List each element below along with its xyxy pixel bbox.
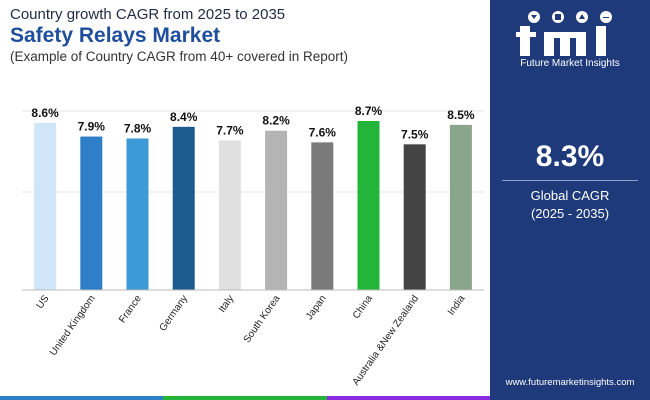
kpi-divider <box>502 180 638 181</box>
bar-india <box>449 124 472 290</box>
chart-subtitle-top: Country growth CAGR from 2025 to 2035 <box>10 6 286 23</box>
x-tick-label: France <box>117 293 144 325</box>
x-tick-label: Germany <box>158 293 191 333</box>
x-tick-label: South Korea <box>242 293 283 345</box>
bar-italy <box>218 140 241 290</box>
data-label: 7.5% <box>401 127 429 141</box>
strip-segment-green <box>163 396 327 400</box>
data-label: 8.6% <box>31 106 59 120</box>
x-tick-label: United Kingdom <box>48 293 98 358</box>
data-label: 7.8% <box>124 121 152 135</box>
bar-south-korea <box>265 130 288 290</box>
data-label: 7.6% <box>309 125 337 139</box>
logo-caption: Future Market Insights <box>520 58 620 69</box>
x-tick-label: Japan <box>304 293 329 322</box>
data-label: 8.4% <box>170 110 198 124</box>
website-url[interactable]: www.futuremarketinsights.com <box>505 377 635 388</box>
x-tick-label: US <box>35 293 52 311</box>
bar-chart: 8.6% US 7.9% United Kingdom 7.8% France 8.4% Ge… <box>22 104 484 388</box>
bar-china <box>357 121 380 290</box>
data-label: 7.9% <box>78 120 106 134</box>
data-label: 7.7% <box>216 123 244 137</box>
chart-title: Safety Relays Market <box>10 24 221 47</box>
data-label: 8.7% <box>355 104 383 118</box>
bar-us <box>34 122 57 290</box>
global-cagr-period: (2025 - 2035) <box>530 206 610 221</box>
header: Country growth CAGR from 2025 to 2035 Sa… <box>10 6 490 66</box>
bar-united-kingdom <box>80 136 103 290</box>
bottom-color-strip <box>0 396 490 400</box>
strip-segment-blue <box>0 396 164 400</box>
bar-france <box>126 138 149 290</box>
global-cagr-label: Global CAGR <box>530 188 610 203</box>
x-tick-label: Italy <box>217 293 237 314</box>
fmi-logo <box>516 11 612 56</box>
bar-japan <box>311 142 334 290</box>
strip-segment-purple <box>326 396 490 400</box>
data-label: 8.2% <box>262 114 290 128</box>
global-cagr-value: 8.3% <box>535 140 605 173</box>
x-tick-label: India <box>446 293 468 317</box>
data-label: 8.5% <box>447 108 475 122</box>
x-tick-label: China <box>351 293 375 321</box>
bar-australia-new-zealand <box>403 144 426 290</box>
bar-germany <box>172 126 195 291</box>
sidebar: Future Market Insights 8.3% Global CAGR … <box>490 0 650 400</box>
chart-subtitle: (Example of Country CAGR from 40+ covere… <box>10 49 349 64</box>
